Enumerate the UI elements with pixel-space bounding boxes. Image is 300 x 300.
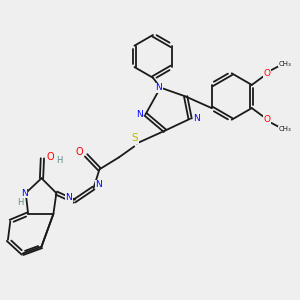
- Text: N: N: [65, 193, 72, 202]
- Text: H: H: [56, 156, 63, 165]
- Text: N: N: [193, 114, 200, 123]
- Text: O: O: [76, 147, 83, 157]
- Text: CH₃: CH₃: [279, 127, 292, 133]
- Text: CH₃: CH₃: [279, 61, 292, 67]
- Text: S: S: [132, 133, 139, 143]
- Text: O: O: [264, 116, 271, 124]
- Text: N: N: [136, 110, 142, 119]
- Text: N: N: [21, 189, 28, 198]
- Text: O: O: [264, 68, 271, 77]
- Text: N: N: [95, 180, 102, 189]
- Text: H: H: [17, 198, 24, 207]
- Text: N: N: [155, 83, 162, 92]
- Text: O: O: [47, 152, 55, 162]
